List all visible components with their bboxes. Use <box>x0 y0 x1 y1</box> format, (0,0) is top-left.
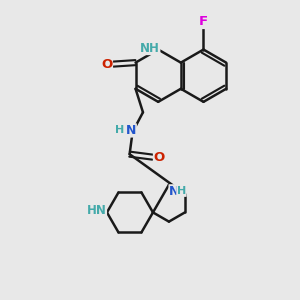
Text: F: F <box>199 16 208 28</box>
Text: N: N <box>126 124 136 137</box>
Text: NH: NH <box>140 42 160 55</box>
Text: H: H <box>177 186 186 196</box>
Text: HN: HN <box>87 203 106 217</box>
Text: H: H <box>116 125 125 135</box>
Text: O: O <box>154 151 165 164</box>
Text: O: O <box>101 58 112 70</box>
Text: N: N <box>169 185 179 198</box>
